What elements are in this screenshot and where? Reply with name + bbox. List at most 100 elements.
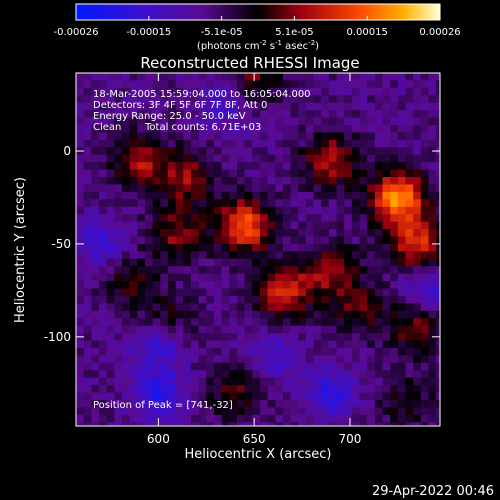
heatmap-cell [344,288,353,297]
heatmap-cell [374,87,384,96]
heatmap-cell [344,251,353,260]
heatmap-cell [267,132,276,141]
heatmap-cell [336,318,345,327]
heatmap-cell [229,110,238,119]
heatmap-cell [229,273,238,282]
heatmap-cell [213,95,223,104]
heatmap-cell [252,399,261,409]
heatmap-cell [152,422,161,426]
heatmap-cell [98,310,108,319]
heatmap-cell [428,214,437,223]
heatmap-cell [298,229,307,238]
heatmap-cell [305,333,315,342]
heatmap-cell [175,318,184,327]
heatmap-cell [198,117,207,126]
heatmap-cell [290,162,299,171]
heatmap-cell [198,125,207,134]
heatmap-cell [351,132,361,141]
heatmap-cell [121,347,131,356]
heatmap-cell [321,303,330,312]
heatmap-cell [190,162,200,171]
heatmap-cell [298,303,307,312]
heatmap-cell [121,414,131,423]
heatmap-cell [336,87,345,96]
heatmap-cell [98,73,108,82]
heatmap-cell [413,273,422,282]
heatmap-cell [390,80,399,89]
heatmap-cell [436,80,440,89]
heatmap-cell [428,303,437,312]
heatmap-cell [76,125,85,134]
heatmap-cell [229,407,238,416]
heatmap-cell [282,258,292,267]
heatmap-cell [206,154,215,163]
heatmap-cell [359,169,368,178]
heatmap-cell [244,191,253,200]
heatmap-cell [351,80,361,89]
heatmap-cell [359,266,368,275]
heatmap-cell [106,385,115,394]
heatmap-cell [137,214,146,223]
heatmap-cell [198,422,207,426]
heatmap-cell [275,125,284,134]
heatmap-cell [413,236,422,245]
heatmap-cell [428,132,437,141]
heatmap-cell [236,377,246,386]
heatmap-cell [397,347,407,356]
heatmap-cell [305,199,315,208]
heatmap-cell [137,199,146,208]
heatmap-cell [198,392,207,401]
heatmap-cell [160,399,169,409]
heatmap-cell [267,399,276,409]
heatmap-cell [290,154,299,163]
heatmap-cell [305,139,315,148]
heatmap-cell [275,325,284,334]
heatmap-cell [129,214,138,223]
heatmap-cell [321,273,330,282]
heatmap-cell [183,281,192,290]
heatmap-cell [137,399,146,409]
heatmap-cell [367,318,376,327]
heatmap-cell [313,273,322,282]
heatmap-cell [305,110,315,119]
heatmap-cell [106,110,115,119]
heatmap-cell [351,87,361,96]
heatmap-cell [275,214,284,223]
heatmap-cell [83,266,92,275]
heatmap-cell [428,117,437,126]
heatmap-cell [259,102,269,111]
heatmap-cell [328,191,338,200]
heatmap-cell [397,243,407,252]
heatmap-cell [206,414,215,423]
heatmap-cell [91,333,100,342]
heatmap-cell [152,266,161,275]
heatmap-cell [420,73,430,82]
heatmap-cell [267,229,276,238]
heatmap-cell [76,362,85,371]
heatmap-cell [106,303,115,312]
heatmap-cell [321,214,330,223]
heatmap-cell [305,229,315,238]
heatmap-cell [367,407,376,416]
heatmap-cell [144,80,154,89]
heatmap-cell [83,414,92,423]
heatmap-cell [91,385,100,394]
heatmap-cell [190,340,200,349]
heatmap-cell [76,273,85,282]
heatmap-cell [152,303,161,312]
heatmap-cell [374,303,384,312]
heatmap-cell [351,214,361,223]
heatmap-cell [267,325,276,334]
heatmap-cell [167,229,177,238]
heatmap-cell [175,236,184,245]
heatmap-cell [91,132,100,141]
heatmap-cell [229,392,238,401]
heatmap-cell [221,281,230,290]
heatmap-cell [129,125,138,134]
heatmap-cell [213,303,223,312]
heatmap-cell [382,385,391,394]
heatmap-cell [305,95,315,104]
heatmap-cell [336,162,345,171]
heatmap-cell [98,281,108,290]
heatmap-cell [290,385,299,394]
